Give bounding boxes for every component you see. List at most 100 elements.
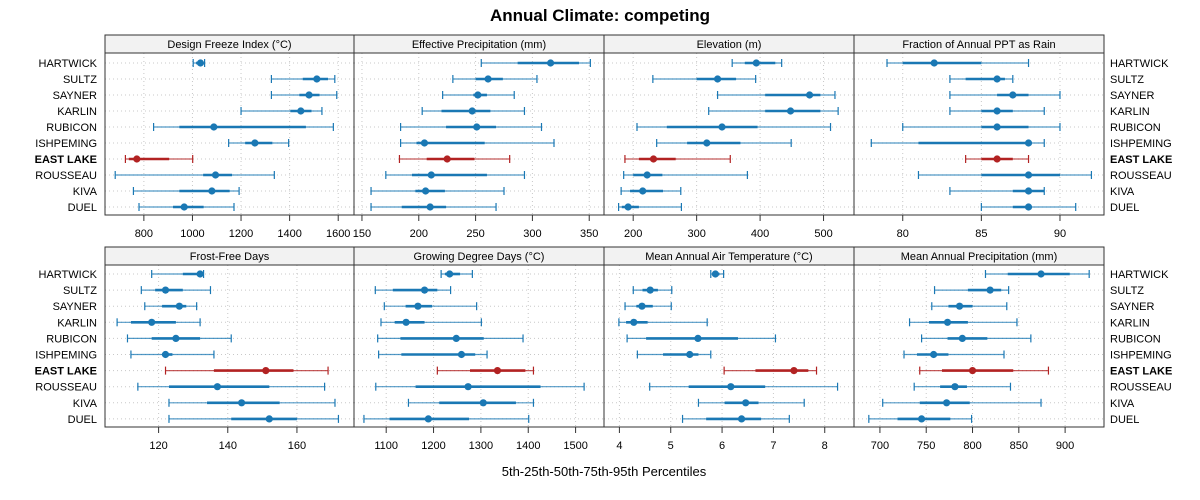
y-label-left: SULTZ <box>63 74 97 86</box>
series-east-lake <box>436 366 535 375</box>
panel-5: Frost-Free Days 120 140 160 <box>104 246 355 452</box>
median-point <box>208 187 216 195</box>
x-tick-label: 85 <box>975 228 987 240</box>
series-karlin <box>116 318 201 327</box>
series-duel <box>681 414 790 423</box>
x-tick-label: 350 <box>580 228 598 240</box>
median-point <box>958 334 966 342</box>
x-tick-label: 8 <box>822 440 828 452</box>
median-point <box>133 155 141 163</box>
series-sultz <box>374 286 452 295</box>
y-label-right: DUEL <box>1110 414 1139 426</box>
series-rousseau <box>137 382 326 391</box>
x-tick-label: 1100 <box>374 440 398 452</box>
series-ishpeming <box>656 139 792 147</box>
median-point <box>238 399 246 407</box>
series-sayner <box>144 302 198 311</box>
median-point <box>457 350 466 359</box>
y-label-left: KARLIN <box>57 106 97 118</box>
series-kiva <box>407 398 535 407</box>
median-point <box>805 91 814 99</box>
series-karlin <box>708 107 839 115</box>
median-point <box>703 139 711 147</box>
y-label-left: SULTZ <box>63 285 97 297</box>
y-label-left: EAST LAKE <box>35 366 97 378</box>
median-point <box>752 59 760 67</box>
x-tick-label: 1200 <box>229 228 253 240</box>
median-point <box>484 75 492 83</box>
median-point <box>694 334 702 342</box>
series-sultz <box>270 75 336 83</box>
panel-title: Growing Degree Days (°C) <box>414 251 545 263</box>
series-sultz <box>949 75 1014 83</box>
y-label-right: SAYNER <box>1110 90 1154 102</box>
series-east-lake <box>124 155 194 163</box>
series-hartwick <box>480 59 591 67</box>
median-point <box>161 286 170 294</box>
y-label-left: DUEL <box>68 202 97 214</box>
series-hartwick <box>151 270 205 278</box>
series-kiva <box>168 398 336 407</box>
series-east-lake <box>398 155 511 163</box>
series-kiva <box>132 187 240 195</box>
x-tick-label: 850 <box>1010 440 1028 452</box>
y-label-right: SULTZ <box>1110 285 1144 297</box>
series-sayner <box>270 91 338 99</box>
x-tick-label: 150 <box>353 228 371 240</box>
median-point <box>737 415 746 423</box>
series-sayner <box>442 91 515 99</box>
series-rubicon <box>377 334 524 343</box>
panel-8: Mean Annual Precipitation (mm) 700 750 800 8… <box>853 246 1105 452</box>
y-label-right: KARLIN <box>1110 317 1150 329</box>
panel-title: Effective Precipitation (mm) <box>412 39 546 51</box>
median-point <box>211 171 220 179</box>
median-point <box>1024 203 1033 211</box>
y-label-right: RUBICON <box>1110 333 1161 345</box>
series-duel <box>363 414 530 423</box>
series-east-lake <box>164 366 329 375</box>
series-kiva <box>882 398 1042 407</box>
series-east-lake <box>723 366 818 375</box>
x-tick-label: 400 <box>751 228 769 240</box>
median-point <box>196 270 204 278</box>
median-point <box>546 59 555 67</box>
series-rubicon <box>920 334 1032 343</box>
series-sultz <box>632 286 673 295</box>
series-kiva <box>697 398 805 407</box>
series-sayner <box>716 91 836 99</box>
y-label-left: KIVA <box>73 398 98 410</box>
series-sultz <box>140 286 212 295</box>
series-ishpeming <box>903 350 1005 359</box>
median-point <box>742 399 750 407</box>
series-east-lake <box>624 155 731 163</box>
series-kiva <box>620 187 682 195</box>
y-label-left: RUBICON <box>46 333 97 345</box>
panel-4: Fraction of Annual PPT as Rain 80 85 90 <box>853 34 1105 240</box>
median-point <box>265 415 273 423</box>
y-label-left: ROUSSEAU <box>35 382 97 394</box>
median-point <box>955 302 964 310</box>
panel-title: Mean Annual Air Temperature (°C) <box>645 251 812 263</box>
panel-title: Frost-Free Days <box>190 251 270 263</box>
median-point <box>175 302 183 310</box>
series-rousseau <box>385 171 526 179</box>
y-label-right: RUBICON <box>1110 122 1161 134</box>
median-point <box>414 302 422 310</box>
series-hartwick <box>710 270 725 278</box>
panel-title: Mean Annual Precipitation (mm) <box>901 251 1058 263</box>
median-point <box>479 399 487 407</box>
y-label-right: ROUSSEAU <box>1110 382 1172 394</box>
series-rubicon <box>902 123 1061 131</box>
series-rubicon <box>152 123 334 131</box>
series-ishpeming <box>228 139 290 147</box>
median-point <box>452 334 460 342</box>
panels: Design Freeze Index (°C) 800 1000 1200 1400 1… <box>35 34 1172 452</box>
median-point <box>305 91 313 99</box>
x-tick-label: 1300 <box>469 440 493 452</box>
median-point <box>446 270 454 278</box>
series-kiva <box>949 187 1045 195</box>
median-point <box>993 155 1001 163</box>
median-point <box>424 415 432 423</box>
median-point <box>718 123 726 131</box>
median-point <box>727 383 735 391</box>
